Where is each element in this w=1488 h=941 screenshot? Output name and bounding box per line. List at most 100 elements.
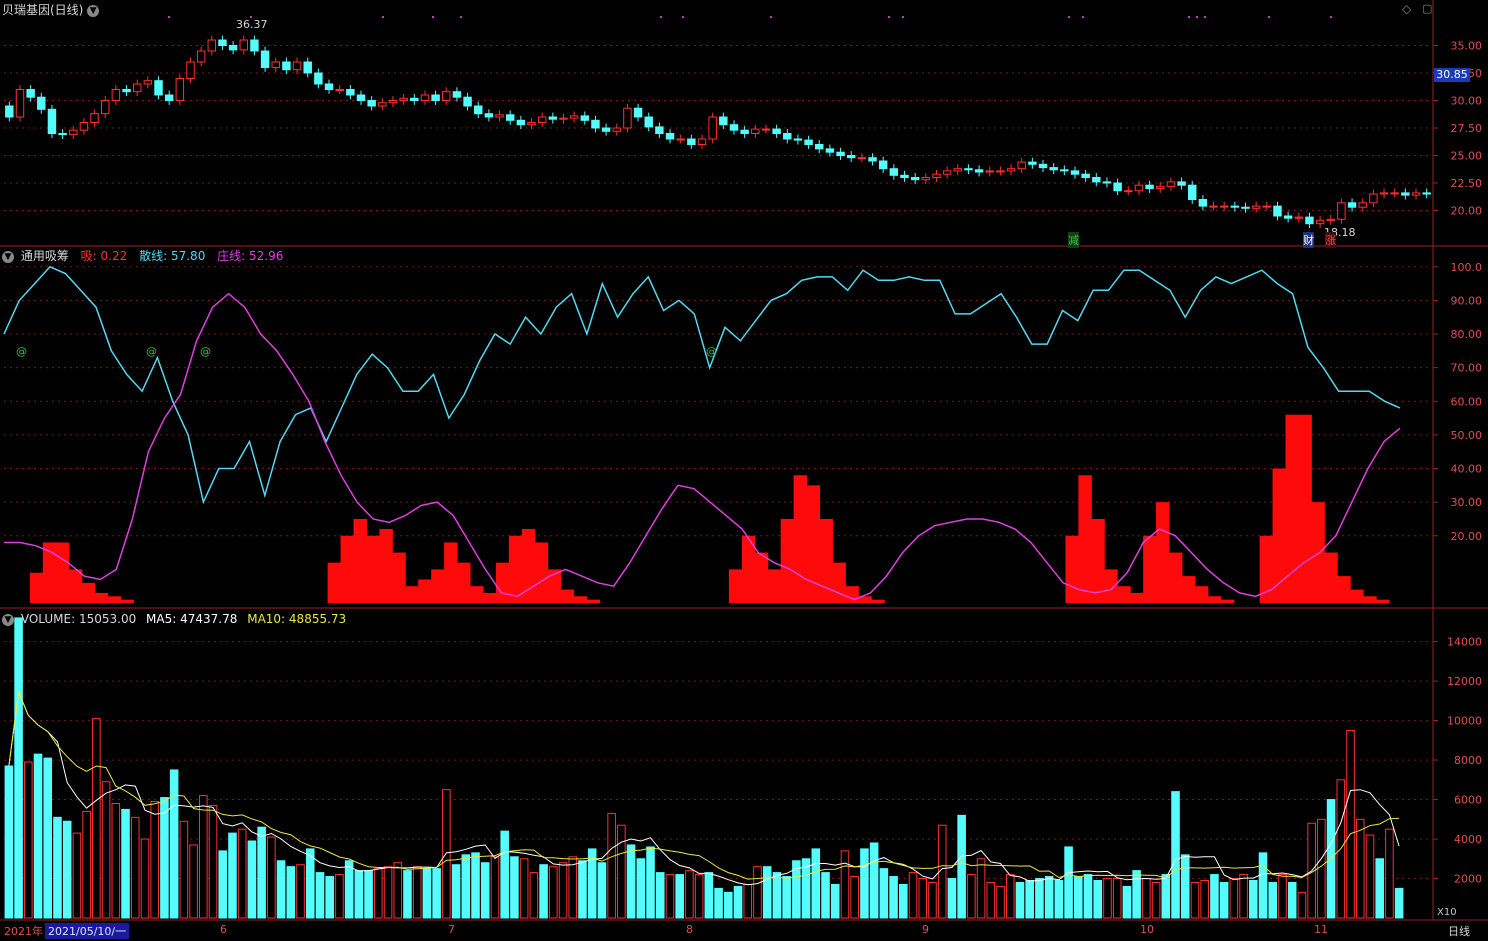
candle [1251, 201, 1261, 213]
candle [665, 129, 675, 144]
xi-bar [1104, 569, 1118, 603]
candle [473, 101, 483, 119]
candle-body [1006, 168, 1016, 172]
volume-bar [636, 858, 646, 919]
period-tab[interactable]: 日线 [1448, 925, 1470, 938]
candle [719, 112, 728, 130]
zhuang-line [4, 292, 1401, 601]
xi-bar [560, 589, 575, 603]
candle-body [5, 105, 14, 118]
candle-body [463, 96, 472, 107]
candle-body [719, 116, 728, 126]
volume-bar [1219, 881, 1229, 919]
ma10-value: 48855.73 [288, 612, 347, 626]
candle [1369, 189, 1378, 208]
volume-bar [724, 891, 733, 919]
candle [825, 144, 835, 157]
candle-body [676, 138, 685, 141]
xi-bar [418, 579, 432, 603]
xi-bar [353, 518, 367, 603]
xi-bar [586, 599, 600, 603]
candle-body [90, 113, 99, 123]
candle-body [537, 116, 547, 123]
volume-bar [665, 874, 675, 919]
volume-bar [704, 872, 714, 919]
event-zhang-badge[interactable]: 涨 [1325, 232, 1336, 248]
candle-body [953, 168, 963, 172]
candle-body [260, 50, 270, 68]
volume-bar [1278, 874, 1287, 919]
candle-body [942, 170, 952, 175]
diamond-icon[interactable]: ◇ [1402, 2, 1412, 16]
event-jian-badge[interactable]: 减 [1068, 232, 1079, 248]
candle-body [1294, 216, 1304, 219]
candle-body [484, 113, 494, 118]
volume-bar [597, 862, 607, 919]
xi-label: 吸: [80, 249, 97, 263]
candle-body [996, 170, 1005, 173]
candle [1156, 181, 1165, 193]
volume-bar [267, 836, 276, 919]
candle-body [1145, 184, 1154, 189]
candle [921, 173, 931, 185]
candle [1198, 195, 1208, 211]
xi-bar [379, 529, 393, 603]
volume-bar [1025, 879, 1034, 919]
volume-bar [432, 868, 441, 919]
xi-value: 0.22 [100, 249, 128, 263]
xi-bar [366, 535, 380, 603]
candle [250, 35, 259, 56]
candle-body [1230, 205, 1240, 208]
candle [633, 103, 643, 122]
ma10-label: MA10: [247, 612, 286, 626]
volume-bar [840, 850, 850, 919]
candle [154, 76, 163, 100]
candle [783, 129, 792, 144]
candle-body [580, 115, 590, 121]
candle-body [783, 133, 792, 140]
volume-bar [1083, 874, 1093, 919]
candle [239, 35, 249, 55]
volume-bar [199, 795, 208, 919]
toggle-icon[interactable]: ▢ [1422, 2, 1433, 15]
xi-bar [508, 535, 523, 603]
chevron-down-icon[interactable]: ▼ [2, 250, 14, 263]
volume-bar [539, 864, 548, 919]
volume-bar [500, 830, 509, 919]
xi-bar [55, 542, 70, 603]
candle-body [1315, 219, 1325, 225]
y-tick-label: 22.50 [1451, 177, 1483, 190]
candle [1187, 180, 1197, 204]
volume-bar [160, 797, 169, 919]
volume-bar [1132, 870, 1141, 919]
signal-dot [1196, 16, 1198, 18]
candle [1145, 180, 1154, 193]
event-cai-badge[interactable]: 财 [1303, 232, 1314, 248]
volume-bar [1035, 878, 1044, 919]
volume-bar [743, 883, 753, 919]
xi-bar [1130, 592, 1144, 603]
chevron-down-icon[interactable]: ▼ [87, 4, 100, 17]
volume-bar [1394, 887, 1404, 919]
candle-body [708, 116, 717, 140]
x-date-box[interactable]: 2021/05/10/一 [45, 923, 130, 939]
volume-bar [860, 848, 869, 919]
candle [378, 98, 387, 111]
candle [1390, 188, 1399, 198]
y-tick-label: 30.00 [1451, 496, 1483, 509]
volume-bar [1074, 876, 1083, 919]
chevron-down-icon[interactable]: ▼ [2, 613, 14, 626]
candle [228, 41, 238, 55]
volume-bar [1297, 891, 1307, 919]
candle-body [164, 94, 174, 101]
volume-bar [986, 881, 996, 919]
candle [164, 90, 174, 105]
volume-value: 15053.00 [78, 612, 137, 626]
x-month-label: 6 [220, 923, 227, 936]
candle [836, 147, 845, 160]
xi-bar [754, 552, 769, 603]
candle-body [868, 157, 877, 162]
xi-bar [42, 542, 57, 603]
candle-body [367, 100, 376, 107]
